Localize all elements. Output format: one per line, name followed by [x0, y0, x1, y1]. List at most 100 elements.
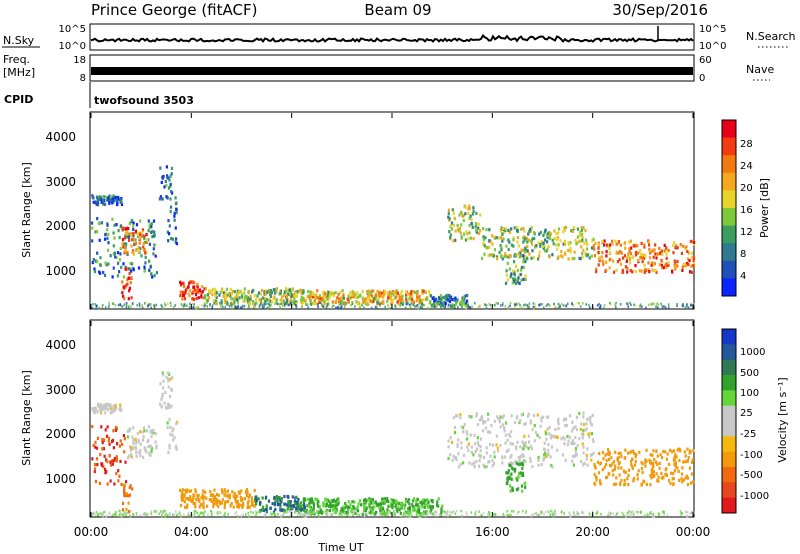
- velocity-cell: [307, 497, 310, 501]
- velocity-cell: [678, 447, 681, 451]
- power-cell: [648, 256, 651, 260]
- power-cell: [634, 253, 638, 257]
- power-cell: [189, 289, 192, 293]
- power-cell: [493, 254, 496, 258]
- power-cell: [170, 172, 173, 176]
- power-cell: [347, 300, 350, 304]
- power-cell: [369, 299, 372, 303]
- power-cell: [125, 226, 128, 230]
- velocity-cell: [680, 472, 684, 476]
- velocity-ground-cell: [128, 513, 131, 517]
- velocity-cell: [110, 406, 113, 410]
- velocity-cell: [684, 476, 687, 480]
- velocity-cell: [215, 498, 218, 502]
- velocity-cell: [523, 434, 526, 439]
- velocity-cell: [172, 438, 175, 442]
- velocity-ground-cell: [502, 512, 504, 516]
- velocity-cell: [112, 409, 116, 413]
- power-cell: [583, 241, 586, 245]
- power-cell: [522, 256, 525, 260]
- velocity-cell: [99, 452, 102, 457]
- power-cell: [496, 255, 499, 259]
- velocity-cell: [607, 448, 610, 452]
- velocity-ground-cell: [625, 515, 627, 518]
- velocity-cell: [475, 447, 479, 451]
- power-cell: [547, 231, 550, 235]
- velocity-ground-cell: [402, 514, 404, 518]
- power-cell: [508, 240, 511, 244]
- power-cell: [245, 294, 248, 299]
- power-ground-cell: [340, 306, 343, 310]
- power-ground-cell: [222, 305, 224, 309]
- power-cell: [592, 237, 595, 241]
- velocity-ground-cell: [511, 509, 513, 513]
- power-cell: [132, 224, 135, 228]
- velocity-ground-cell: [276, 513, 279, 516]
- power-cell: [381, 295, 384, 299]
- velocity-cell: [212, 502, 215, 506]
- velocity-cell: [521, 412, 524, 416]
- power-cell: [221, 289, 224, 293]
- power-cell: [455, 302, 458, 306]
- power-cell: [420, 289, 423, 293]
- power-cell: [661, 252, 664, 257]
- velocity-cell: [483, 455, 486, 459]
- power-cell: [551, 238, 554, 242]
- power-ground-cell: [107, 306, 110, 309]
- velocity-ground-cell: [224, 511, 226, 515]
- power-ground-cell: [402, 301, 405, 305]
- power-ytick-2000: 2000: [45, 219, 76, 233]
- velocity-ground-cell: [474, 512, 476, 515]
- power-cell: [378, 291, 381, 295]
- velocity-cell: [407, 507, 410, 511]
- velocity-cell: [692, 480, 695, 484]
- velocity-cell: [383, 497, 386, 501]
- velocity-cell: [655, 460, 658, 464]
- power-cell: [629, 268, 632, 273]
- power-cell: [482, 235, 485, 239]
- power-cell: [167, 239, 170, 243]
- velocity-ground-cell: [408, 514, 411, 517]
- power-cell: [141, 228, 144, 232]
- power-cell: [561, 255, 564, 259]
- velocity-cell: [421, 499, 425, 503]
- velocity-cell: [212, 505, 215, 509]
- power-cell: [529, 227, 532, 232]
- velocity-cb-swatch: [722, 329, 736, 345]
- power-cell: [487, 254, 490, 258]
- velocity-cell: [492, 461, 496, 466]
- velocity-cell: [223, 493, 226, 497]
- velocity-cell: [510, 477, 513, 481]
- velocity-cell: [203, 495, 206, 499]
- power-cell: [128, 238, 131, 242]
- power-cell: [117, 229, 120, 233]
- velocity-ground-cell: [537, 513, 540, 517]
- velocity-ground-cell: [393, 509, 395, 513]
- x-tick-label: 08:00: [274, 525, 309, 539]
- power-cell: [663, 243, 666, 247]
- velocity-cell: [181, 490, 184, 495]
- power-cell: [306, 295, 309, 299]
- power-ground-cell: [528, 302, 531, 305]
- velocity-ground-cell: [418, 514, 421, 518]
- velocity-ground-cell: [487, 513, 489, 516]
- power-cell: [628, 247, 631, 251]
- velocity-cell: [155, 444, 158, 448]
- velocity-cell: [529, 421, 532, 425]
- velocity-cell: [171, 433, 174, 437]
- velocity-cell: [147, 445, 150, 449]
- power-cell: [644, 268, 647, 272]
- velocity-cell: [555, 435, 558, 439]
- velocity-cell: [184, 505, 187, 509]
- velocity-ground-cell: [271, 512, 274, 516]
- power-cell: [619, 250, 622, 254]
- velocity-cell: [651, 471, 654, 476]
- power-cell: [192, 289, 195, 293]
- power-cell: [603, 243, 606, 247]
- velocity-ground-cell: [92, 511, 94, 515]
- velocity-cell: [407, 498, 411, 502]
- velocity-cell: [563, 442, 566, 446]
- velocity-cell: [210, 493, 213, 497]
- power-cell: [132, 252, 135, 257]
- power-ground-cell: [495, 301, 498, 305]
